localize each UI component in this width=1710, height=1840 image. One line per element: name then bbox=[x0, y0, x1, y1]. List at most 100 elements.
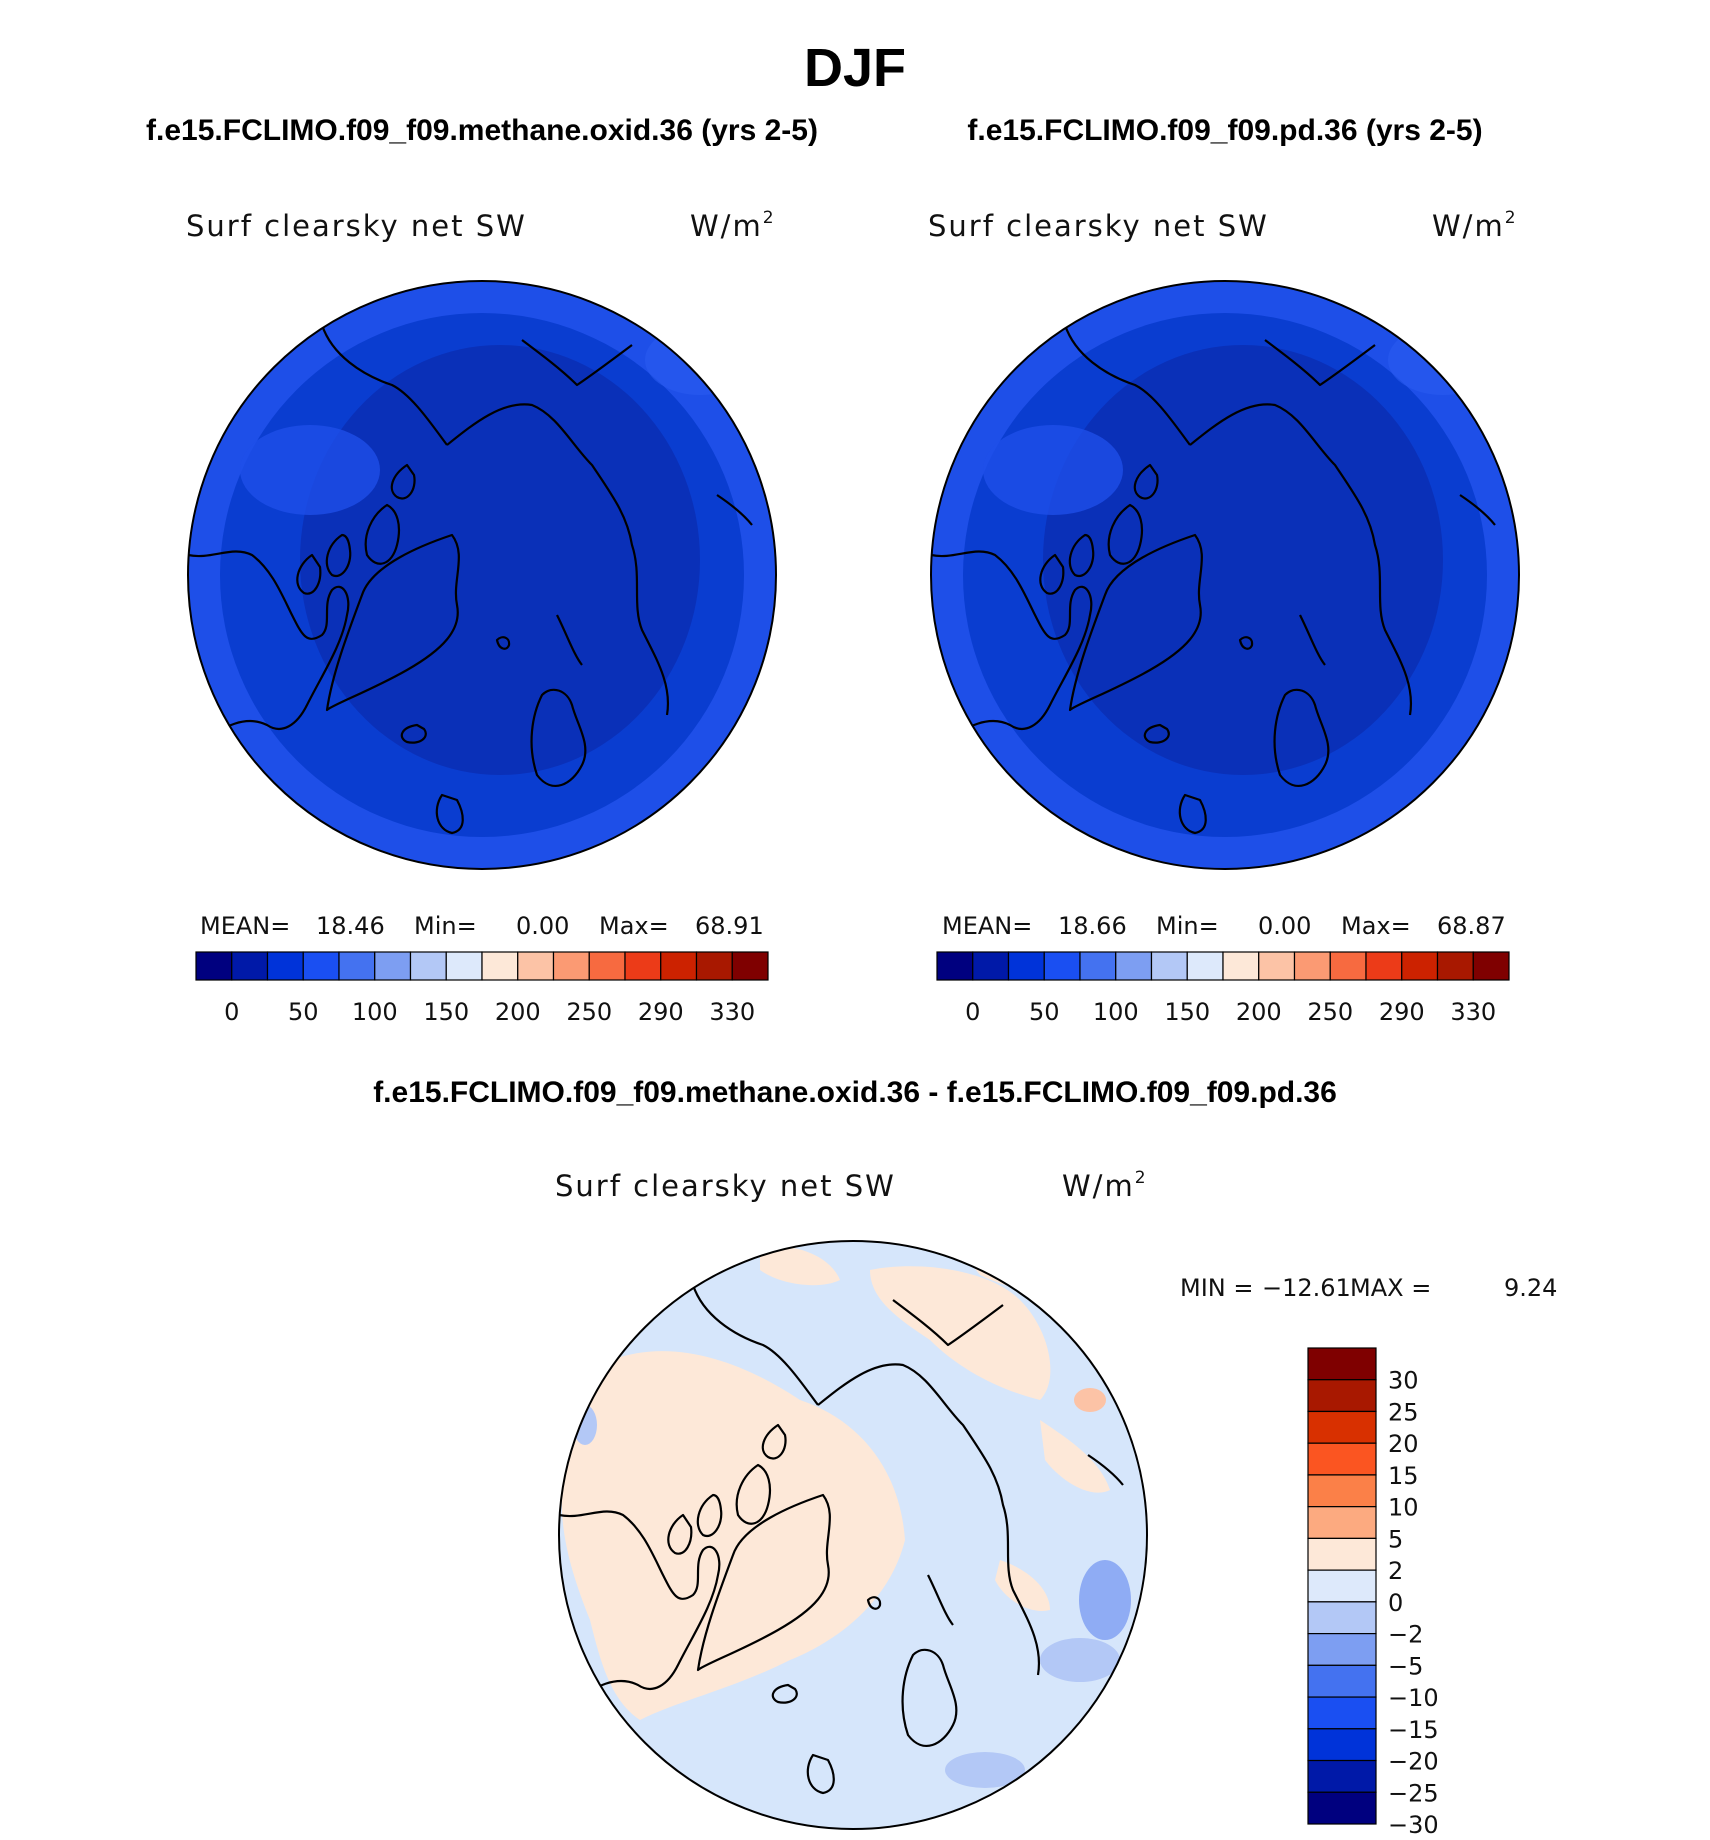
panel-control-colorbar-swatch bbox=[936, 951, 974, 981]
panel-difference-map bbox=[559, 1241, 1147, 1829]
panel-difference-colorbar-swatch bbox=[1307, 1664, 1377, 1698]
panel-difference-units-exp: 2 bbox=[1135, 1168, 1148, 1188]
panel-control-colorbar-swatch bbox=[1115, 951, 1153, 981]
panel-test-max-value: 68.91 bbox=[695, 912, 764, 940]
panel-control-colorbar-tick-label: 50 bbox=[1029, 998, 1060, 1026]
panel-difference-colorbar-tick-label: −20 bbox=[1388, 1748, 1439, 1776]
panel-test-colorbar-tick-label: 330 bbox=[709, 998, 755, 1026]
panel-difference-max-label: MAX = bbox=[1350, 1274, 1431, 1302]
panel-difference-colorbar-tick-label: −2 bbox=[1388, 1621, 1423, 1649]
panel-difference-case-title: f.e15.FCLIMO.f09_f09.methane.oxid.36 - f… bbox=[373, 1076, 1337, 1109]
panel-test-units-base: W/m bbox=[690, 209, 763, 243]
panel-difference-negative-patch bbox=[1079, 1560, 1131, 1640]
panel-test-min-value: 0.00 bbox=[516, 912, 569, 940]
panel-control-max-value: 68.87 bbox=[1437, 912, 1506, 940]
panel-control-colorbar-swatch bbox=[1293, 951, 1331, 981]
panel-control-max-label: Max= bbox=[1341, 912, 1411, 940]
panel-difference-colorbar-tick-label: −10 bbox=[1388, 1684, 1439, 1712]
panel-difference-colorbar-tick-label: −5 bbox=[1388, 1652, 1423, 1680]
panel-control-colorbar-swatch bbox=[1436, 951, 1474, 981]
panel-test-colorbar-swatch bbox=[374, 951, 412, 981]
panel-control-colorbar-swatch bbox=[1222, 951, 1260, 981]
panel-difference-variable: Surf clearsky net SW bbox=[555, 1169, 896, 1203]
panel-test-mean-label: MEAN= bbox=[200, 912, 290, 940]
panel-difference-colorbar-tick-label: −15 bbox=[1388, 1716, 1439, 1744]
panel-test-colorbar-tick-label: 200 bbox=[495, 998, 541, 1026]
panel-control-colorbar-tick-label: 290 bbox=[1379, 998, 1425, 1026]
panel-difference-colorbar-swatch bbox=[1307, 1506, 1377, 1539]
panel-control-stats: MEAN= 18.66 Min= 0.00 Max= 68.87 bbox=[942, 912, 1506, 940]
panel-control-mean-value: 18.66 bbox=[1058, 912, 1127, 940]
panel-test-colorbar-swatch bbox=[481, 951, 519, 981]
panel-control-colorbar-swatch bbox=[1150, 951, 1188, 981]
panel-test-units: W/m2 bbox=[690, 208, 776, 243]
panel-test-colorbar-swatch bbox=[552, 951, 590, 981]
panel-test-colorbar-swatch bbox=[302, 951, 340, 981]
panel-difference-colorbar-swatch bbox=[1307, 1632, 1377, 1666]
panel-control-colorbar-swatch bbox=[1329, 951, 1367, 981]
panel-control-colorbar-swatch bbox=[1401, 951, 1439, 981]
panel-control-variable: Surf clearsky net SW bbox=[928, 209, 1269, 243]
panel-control-units-base: W/m bbox=[1432, 209, 1505, 243]
panel-difference-colorbar-swatch bbox=[1307, 1728, 1377, 1762]
panel-test-colorbar-swatch bbox=[231, 951, 269, 981]
panel-test: f.e15.FCLIMO.f09_f09.methane.oxid.36 (yr… bbox=[146, 114, 818, 1026]
panel-test-colorbar-tick-label: 100 bbox=[352, 998, 398, 1026]
panel-control-colorbar-tick-label: 0 bbox=[965, 998, 980, 1026]
panel-control-case-title: f.e15.FCLIMO.f09_f09.pd.36 (yrs 2-5) bbox=[967, 114, 1482, 147]
panel-difference-colorbar-swatch bbox=[1307, 1537, 1377, 1571]
panel-difference-colorbar-tick-label: 20 bbox=[1388, 1430, 1419, 1458]
panel-control-min-value: 0.00 bbox=[1258, 912, 1311, 940]
panel-difference-min-value: −12.61 bbox=[1262, 1274, 1351, 1302]
panel-difference-units: W/m2 bbox=[1062, 1168, 1148, 1203]
panel-test-colorbar-swatch bbox=[409, 951, 447, 981]
panel-control-map bbox=[931, 281, 1519, 869]
panel-difference-min-label: MIN = bbox=[1180, 1274, 1253, 1302]
panel-difference-colorbar-tick-label: 25 bbox=[1388, 1398, 1419, 1426]
panel-control-colorbar-swatch bbox=[1186, 951, 1224, 981]
panel-difference-colorbar-swatch bbox=[1307, 1379, 1377, 1413]
panel-test-inner-field bbox=[300, 345, 700, 775]
panel-control-colorbar-swatch bbox=[1472, 951, 1510, 981]
panel-test-map bbox=[188, 281, 776, 869]
panel-test-colorbar-swatch bbox=[660, 951, 698, 981]
panel-control-mean-label: MEAN= bbox=[942, 912, 1032, 940]
panel-test-colorbar-swatch bbox=[624, 951, 662, 981]
panel-test-colorbar-tick-label: 50 bbox=[288, 998, 319, 1026]
panel-control-colorbar-tick-label: 100 bbox=[1093, 998, 1139, 1026]
panel-test-variable: Surf clearsky net SW bbox=[186, 209, 527, 243]
panel-control-colorbar-tick-label: 330 bbox=[1450, 998, 1496, 1026]
panel-difference-colorbar-tick-label: −25 bbox=[1388, 1779, 1439, 1807]
panel-difference-colorbar-swatch bbox=[1307, 1474, 1377, 1508]
panel-test-stats: MEAN= 18.46 Min= 0.00 Max= 68.91 bbox=[200, 912, 764, 940]
panel-difference-colorbar-swatch bbox=[1307, 1696, 1377, 1730]
panel-difference-colorbar-swatch bbox=[1307, 1759, 1377, 1793]
panel-control: f.e15.FCLIMO.f09_f09.pd.36 (yrs 2-5) Sur… bbox=[928, 114, 1520, 1026]
panel-difference-colorbar-tick-label: 0 bbox=[1388, 1589, 1403, 1617]
panel-difference-colorbar-tick-label: 5 bbox=[1388, 1525, 1403, 1553]
panel-difference-colorbar-swatch bbox=[1307, 1347, 1377, 1381]
panel-difference-colorbar-tick-label: 30 bbox=[1388, 1367, 1419, 1395]
panel-test-colorbar-swatch bbox=[695, 951, 733, 981]
panel-test-colorbar-tick-label: 0 bbox=[224, 998, 239, 1026]
panel-difference-colorbar-swatch bbox=[1307, 1410, 1377, 1444]
panel-test-units-exp: 2 bbox=[763, 208, 776, 228]
panel-control-colorbar-swatch bbox=[1258, 951, 1296, 981]
panel-difference: f.e15.FCLIMO.f09_f09.methane.oxid.36 - f… bbox=[373, 1076, 1557, 1839]
panel-control-colorbar-tick-label: 200 bbox=[1236, 998, 1282, 1026]
panel-test-colorbar-swatch bbox=[517, 951, 555, 981]
panel-control-colorbar: 0 50 100 150 200 250 290 330 bbox=[936, 951, 1510, 1026]
panel-difference-colorbar-swatch bbox=[1307, 1442, 1377, 1476]
panel-test-colorbar-swatch bbox=[338, 951, 376, 981]
panel-control-colorbar-tick-label: 150 bbox=[1164, 998, 1210, 1026]
panel-test-max-label: Max= bbox=[599, 912, 669, 940]
panel-control-units-exp: 2 bbox=[1505, 208, 1518, 228]
panel-difference-positive-region bbox=[561, 1351, 905, 1720]
panel-test-colorbar-swatch bbox=[195, 951, 233, 981]
panel-test-colorbar-swatch bbox=[266, 951, 304, 981]
panel-control-inner-field bbox=[1043, 345, 1443, 775]
panel-difference-colorbar-tick-label: −30 bbox=[1388, 1811, 1439, 1839]
panel-control-colorbar-swatch bbox=[972, 951, 1010, 981]
